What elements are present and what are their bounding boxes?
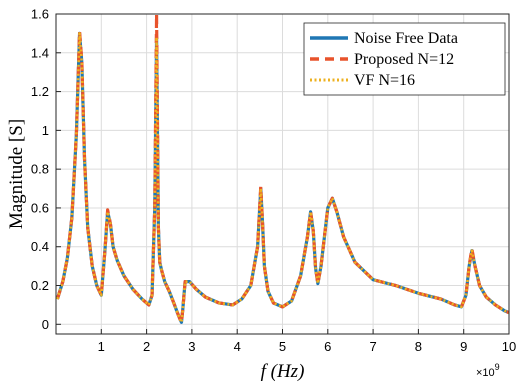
legend-label: Noise Free Data [354, 30, 458, 47]
x-tick-label: 10 [502, 339, 516, 354]
legend-label: Proposed N=12 [354, 51, 454, 68]
x-tick-label: 3 [188, 339, 195, 354]
legend: Noise Free Data Proposed N=12 VF N=16 [303, 22, 506, 96]
series-layer [56, 14, 509, 324]
x-tick-label: 8 [415, 339, 422, 354]
x-tick-label: 9 [460, 339, 467, 354]
x-axis-exponent: ×109 [476, 362, 500, 379]
x-exponent-base: ×10 [476, 367, 495, 379]
x-exponent-power: 9 [495, 362, 500, 372]
x-axis-label: f (Hz) [261, 361, 305, 382]
x-tick-label: 2 [143, 339, 150, 354]
y-tick-label: 0.6 [31, 200, 49, 215]
x-tick-label: 7 [369, 339, 376, 354]
y-tick-label: 1.6 [31, 7, 49, 22]
y-tick-label: 0 [42, 317, 49, 332]
y-tick-label: 1.2 [31, 84, 49, 99]
y-axis-label: Magnitude [S] [6, 119, 27, 229]
legend-box [303, 22, 506, 96]
x-tick-label: 5 [279, 339, 286, 354]
y-tick-label: 0.8 [31, 162, 49, 177]
series-line-3 [56, 32, 509, 324]
x-tick-label: 6 [324, 339, 331, 354]
x-tick-label: 4 [234, 339, 241, 354]
axis-ticks: 1 2 3 4 5 6 7 8 9 10 0 0.2 0.4 0.6 0.8 1 1.2 1.4 1.6 [31, 7, 516, 355]
y-tick-label: 0.2 [31, 278, 49, 293]
y-tick-label: 0.4 [31, 239, 49, 254]
y-tick-label: 1 [42, 123, 49, 138]
x-tick-label: 1 [98, 339, 105, 354]
legend-label: VF N=16 [354, 72, 415, 89]
y-tick-label: 1.4 [31, 45, 49, 60]
